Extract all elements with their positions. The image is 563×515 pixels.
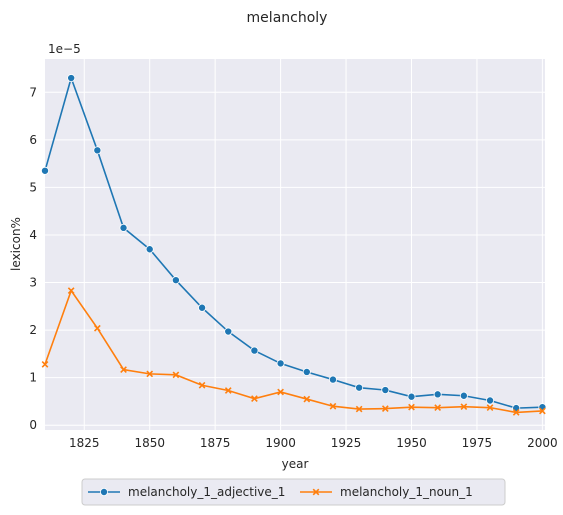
data-point <box>538 403 547 412</box>
y-tick-label: 5 <box>29 180 37 194</box>
y-tick-label: 2 <box>29 323 37 337</box>
x-tick-label: 1975 <box>462 436 493 450</box>
data-point <box>250 346 259 355</box>
data-point <box>172 371 180 379</box>
legend-item: melancholy_1_adjective_1 <box>88 485 285 499</box>
x-tick-label: 1900 <box>265 436 296 450</box>
data-point <box>119 223 128 232</box>
y-tick-label: 4 <box>29 228 37 242</box>
data-point <box>512 409 520 416</box>
data-point <box>407 392 416 401</box>
data-point <box>408 403 415 411</box>
data-point <box>224 387 232 394</box>
legend-marker <box>312 488 320 496</box>
data-point <box>486 396 495 405</box>
data-point <box>434 404 442 412</box>
data-point <box>276 359 285 368</box>
y-scale-label: 1e−5 <box>48 42 81 56</box>
data-point <box>224 327 233 336</box>
series-melancholy_1_noun_1 <box>41 287 546 416</box>
data-point <box>251 395 258 402</box>
data-point <box>198 303 207 312</box>
legend-box <box>81 478 506 506</box>
plot-area <box>45 59 545 430</box>
x-tick-label: 1925 <box>331 436 362 450</box>
data-point <box>303 395 311 403</box>
data-point <box>381 405 389 412</box>
data-point <box>329 402 337 410</box>
series-line <box>44 288 543 414</box>
x-axis-label: year <box>282 457 309 471</box>
data-point <box>459 391 468 400</box>
data-point <box>539 407 546 415</box>
data-point <box>302 367 311 376</box>
y-tick-label: 3 <box>29 276 37 290</box>
x-tick-label: 2000 <box>527 436 558 450</box>
series-melancholy_1_adjective_1 <box>41 74 547 413</box>
series-line <box>44 75 543 409</box>
data-point <box>145 245 154 254</box>
data-point <box>355 405 363 413</box>
data-point <box>67 74 76 83</box>
data-point <box>41 360 49 368</box>
data-point <box>93 146 102 155</box>
series-layer <box>41 74 547 416</box>
data-point <box>198 381 206 389</box>
data-point <box>277 388 284 396</box>
legend-label: melancholy_1_adjective_1 <box>128 485 285 499</box>
y-tick-label: 6 <box>29 133 37 147</box>
y-tick-label: 7 <box>29 85 37 99</box>
y-axis-label: lexicon% <box>9 217 23 271</box>
data-point <box>486 404 494 412</box>
x-tick-label: 1825 <box>69 436 100 450</box>
data-point <box>93 324 101 332</box>
data-point <box>460 403 468 411</box>
data-point <box>328 375 337 384</box>
grid <box>45 59 545 430</box>
y-axis-ticks: 0 1 2 3 4 5 6 7 <box>29 85 37 432</box>
data-point <box>41 166 50 175</box>
legend: melancholy_1_adjective_1 melancholy_1_nou… <box>81 478 506 506</box>
x-tick-label: 1875 <box>200 436 231 450</box>
data-point <box>355 383 364 392</box>
data-point <box>120 366 127 373</box>
data-point <box>381 386 390 395</box>
legend-item: melancholy_1_noun_1 <box>300 485 473 499</box>
x-tick-label: 1850 <box>134 436 165 450</box>
data-point <box>433 390 442 399</box>
x-axis-ticks: 1825 1850 1875 1900 1925 1950 1975 2000 <box>69 436 558 450</box>
data-point <box>146 370 154 378</box>
chart-title: melancholy <box>247 10 328 26</box>
legend-marker <box>100 487 109 496</box>
data-point <box>171 276 180 285</box>
data-point <box>67 287 75 295</box>
legend-label: melancholy_1_noun_1 <box>340 485 473 499</box>
y-tick-label: 0 <box>29 418 37 432</box>
y-tick-label: 1 <box>29 371 37 385</box>
x-tick-label: 1950 <box>396 436 427 450</box>
